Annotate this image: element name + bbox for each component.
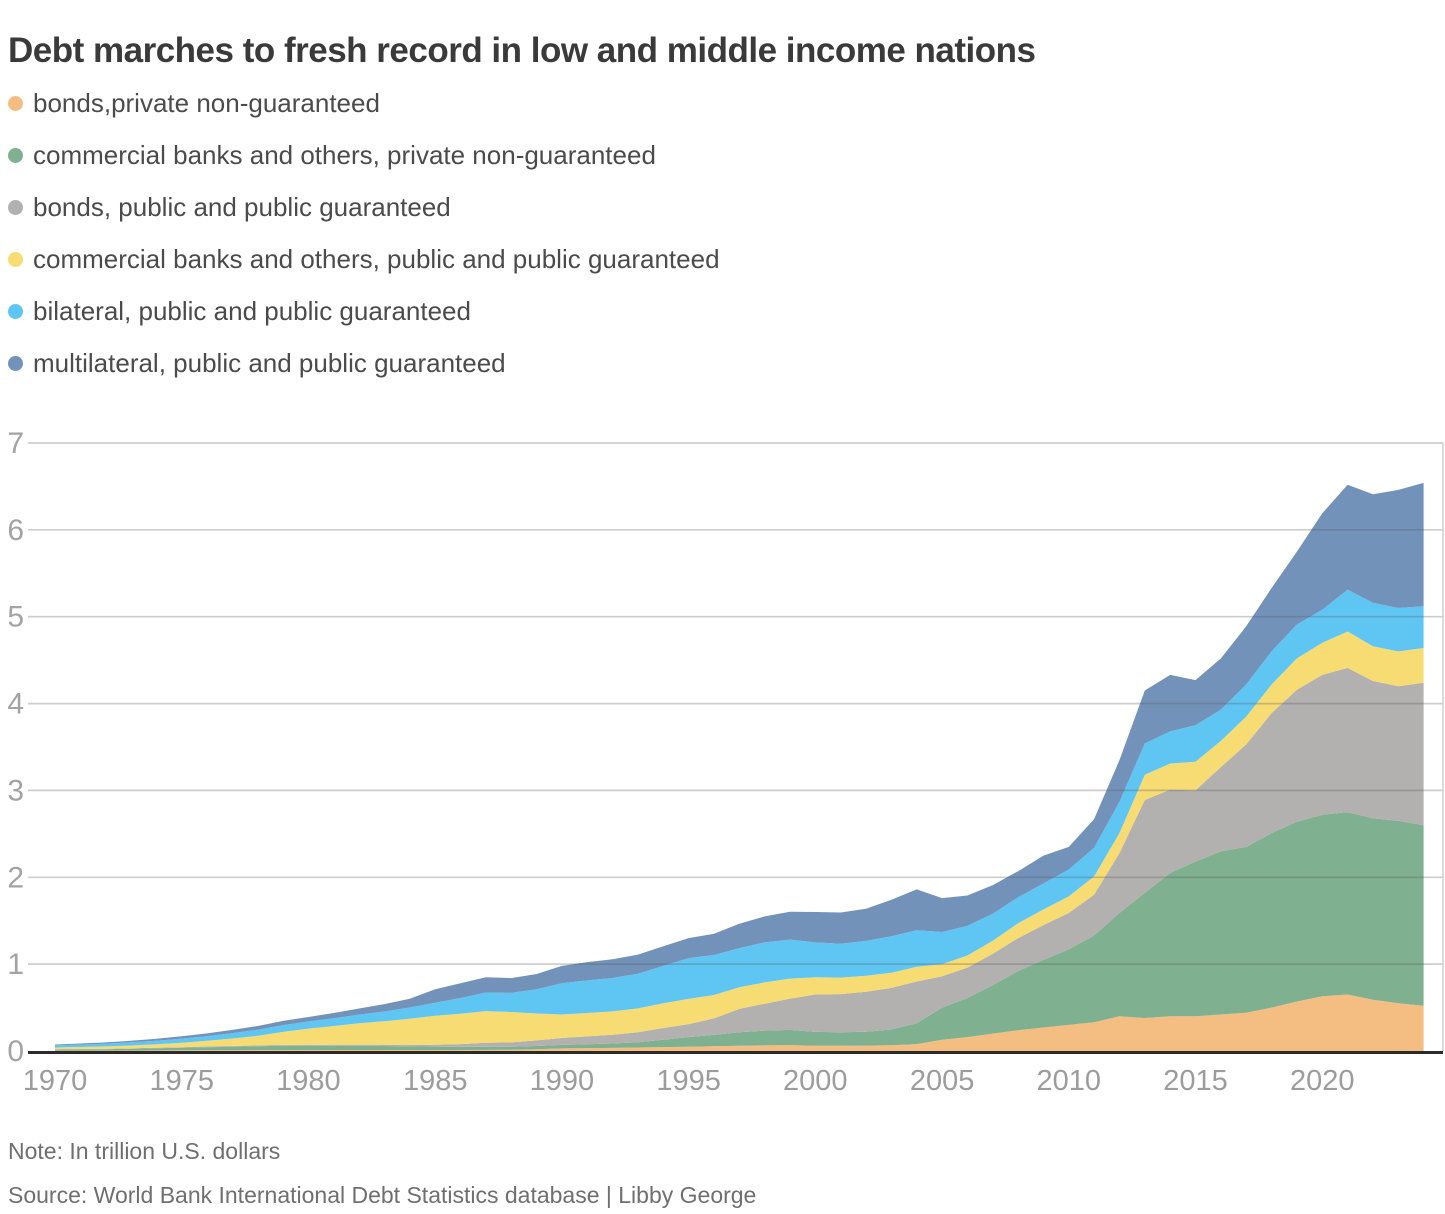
legend-label: bonds, public and public guaranteed [33, 192, 451, 222]
y-tick-label-7: 7 [7, 427, 24, 460]
page-title: Debt marches to fresh record in low and … [8, 31, 1036, 71]
chart-source: Source: World Bank International Debt St… [8, 1182, 757, 1208]
x-tick-label-1985: 1985 [403, 1065, 468, 1097]
area-band-0 [55, 994, 1424, 1051]
chart-footer: Note: In trillion U.S. dollars Source: W… [8, 1138, 756, 1209]
area-band-5 [55, 482, 1424, 1046]
y-tick-label-0: 0 [7, 1035, 24, 1068]
legend-item-5: multilateral, public and public guarante… [8, 348, 720, 379]
y-tick-label-4: 4 [7, 688, 24, 721]
legend-swatch-icon [8, 96, 23, 111]
y-tick-label-1: 1 [7, 948, 24, 981]
legend-item-3: commercial banks and others, public and … [8, 244, 720, 275]
y-tick-label-6: 6 [7, 514, 24, 547]
x-tick-label-1995: 1995 [656, 1065, 721, 1097]
legend-swatch-icon [8, 304, 23, 319]
y-tick-label-3: 3 [7, 774, 24, 807]
x-tick-label-2010: 2010 [1037, 1065, 1102, 1097]
y-tick-label-2: 2 [7, 861, 24, 894]
area-band-2 [55, 667, 1424, 1050]
chart-legend: bonds,private non-guaranteed commercial b… [8, 88, 720, 379]
legend-item-2: bonds, public and public guaranteed [8, 192, 720, 223]
x-tick-label-1975: 1975 [149, 1065, 214, 1097]
legend-item-0: bonds,private non-guaranteed [8, 88, 720, 119]
legend-label: bilateral, public and public guaranteed [33, 296, 471, 326]
x-tick-label-2005: 2005 [910, 1065, 975, 1097]
legend-label: commercial banks and others, private non… [33, 140, 656, 170]
legend-label: multilateral, public and public guarante… [33, 348, 506, 378]
x-tick-label-2000: 2000 [783, 1065, 848, 1097]
y-tick-label-5: 5 [7, 601, 24, 634]
legend-label: bonds,private non-guaranteed [33, 88, 380, 118]
area-band-4 [55, 589, 1424, 1048]
legend-swatch-icon [8, 252, 23, 267]
x-tick-label-1990: 1990 [530, 1065, 595, 1097]
legend-swatch-icon [8, 148, 23, 163]
legend-label: commercial banks and others, public and … [33, 244, 720, 274]
x-tick-label-2015: 2015 [1163, 1065, 1228, 1097]
x-tick-label-2020: 2020 [1290, 1065, 1355, 1097]
chart-note: Note: In trillion U.S. dollars [8, 1138, 281, 1164]
legend-item-1: commercial banks and others, private non… [8, 140, 720, 171]
area-band-1 [55, 812, 1424, 1051]
legend-swatch-icon [8, 200, 23, 215]
x-tick-label-1980: 1980 [276, 1065, 341, 1097]
legend-item-4: bilateral, public and public guaranteed [8, 296, 720, 327]
area-band-3 [55, 631, 1424, 1050]
legend-swatch-icon [8, 356, 23, 371]
x-tick-label-1970: 1970 [23, 1065, 88, 1097]
